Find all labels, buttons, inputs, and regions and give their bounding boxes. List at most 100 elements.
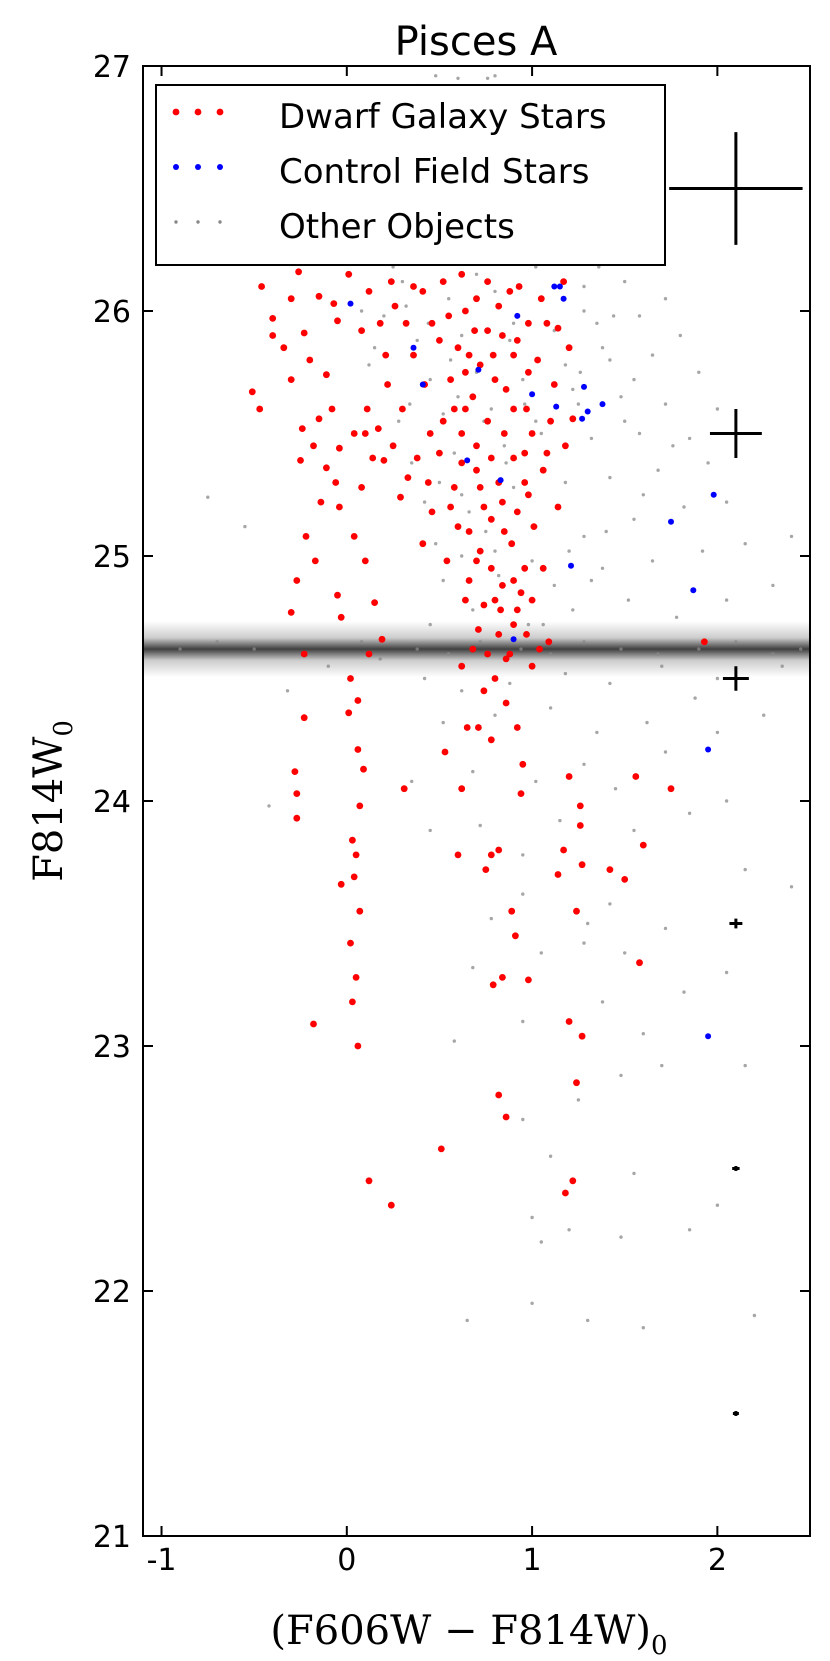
other-object-point: [502, 444, 506, 448]
dwarf-star-point: [424, 479, 432, 486]
other-object-point: [743, 867, 747, 872]
dwarf-star-point: [363, 405, 371, 413]
other-object-point: [608, 681, 612, 686]
dwarf-star-point: [554, 503, 562, 511]
dwarf-star-point: [269, 332, 277, 339]
dwarf-star-point: [495, 846, 503, 854]
dwarf-star-point: [454, 523, 462, 530]
other-object-point: [619, 1235, 623, 1239]
control-star-point: [497, 477, 504, 484]
dwarf-star-point: [521, 564, 529, 572]
x-axis-label-subscript: 0: [651, 1631, 668, 1661]
dwarf-star-point: [569, 415, 577, 423]
other-object-point: [780, 664, 784, 668]
dwarf-star-point: [352, 974, 360, 981]
other-object-point: [678, 333, 682, 338]
other-object-point: [397, 419, 401, 423]
dwarf-star-point: [473, 466, 480, 474]
other-object-point: [552, 583, 556, 588]
other-object-point: [700, 549, 705, 553]
dwarf-star-point: [484, 327, 491, 334]
plot-area: [142, 65, 811, 1537]
dwarf-star-point: [426, 430, 434, 437]
other-object-point: [478, 640, 482, 644]
dwarf-star-point: [441, 748, 449, 756]
other-object-point: [441, 412, 445, 416]
other-object-point: [586, 1318, 590, 1323]
control-star-point: [553, 403, 560, 410]
dwarf-star-point: [365, 288, 373, 295]
dwarf-star-point: [462, 596, 469, 604]
dwarf-star-point: [636, 959, 643, 967]
control-star-point: [568, 562, 574, 569]
other-object-point: [511, 485, 516, 490]
other-object-point: [637, 314, 642, 318]
dwarf-star-point: [311, 557, 319, 565]
other-object-point: [595, 730, 599, 735]
other-object-point: [447, 297, 451, 301]
other-object-point: [178, 647, 182, 651]
other-object-point: [326, 664, 330, 668]
other-object-point: [582, 309, 586, 313]
y-tick-label: 25: [93, 540, 131, 575]
other-object-point: [434, 542, 438, 546]
dwarf-star-point: [465, 351, 473, 359]
dwarf-star-point: [621, 876, 629, 883]
dwarf-star-point: [350, 533, 358, 540]
other-object-point: [762, 713, 766, 717]
other-object-point: [623, 419, 627, 423]
other-object-point: [632, 377, 636, 382]
dwarf-star-point: [315, 415, 323, 423]
other-object-point: [400, 279, 405, 284]
other-object-point: [530, 1215, 534, 1220]
other-object-point: [734, 640, 738, 644]
dwarf-star-point: [536, 645, 543, 653]
y-tick-label: 21: [93, 1520, 131, 1555]
dwarf-star-point: [510, 351, 517, 359]
dwarf-star-point: [287, 295, 295, 303]
other-object-point: [789, 534, 794, 539]
other-object-point: [724, 970, 729, 975]
other-object-point: [724, 598, 729, 602]
dwarf-star-point: [358, 484, 365, 491]
dwarf-star-point: [480, 601, 488, 609]
dwarf-star-point: [543, 449, 551, 457]
dwarf-star-point: [569, 1177, 577, 1185]
dwarf-star-point: [484, 278, 491, 285]
dwarf-star-point: [491, 376, 499, 383]
dwarf-star-point: [473, 442, 480, 450]
other-object-point: [428, 622, 432, 627]
dwarf-star-point: [565, 1018, 573, 1025]
other-object-point: [471, 769, 475, 774]
dwarf-star-point: [473, 295, 480, 303]
dwarf-star-point: [280, 344, 288, 352]
dwarf-star-point: [345, 709, 353, 717]
dwarf-star-point: [482, 866, 490, 873]
dwarf-star-point: [500, 528, 508, 535]
dwarf-star-point: [525, 491, 532, 499]
dwarf-star-point: [447, 376, 454, 383]
other-object-point: [715, 1203, 720, 1207]
control-star-point: [551, 283, 558, 290]
legend-marker-other: [174, 220, 178, 224]
dwarf-star-point: [387, 278, 395, 285]
other-object-point: [428, 377, 432, 382]
dwarf-star-point: [269, 315, 277, 322]
other-object-point: [460, 493, 464, 497]
other-object-point: [285, 689, 290, 693]
dwarf-star-point: [487, 454, 495, 462]
x-tick-label: 0: [337, 1543, 356, 1578]
other-object-point: [663, 750, 668, 754]
other-object-point: [539, 951, 543, 955]
other-object-point: [434, 74, 438, 78]
dwarf-star-point: [410, 283, 417, 290]
other-object-point: [456, 395, 460, 399]
dwarf-star-point: [506, 650, 514, 658]
other-object-point: [660, 664, 664, 668]
other-object-point: [706, 461, 710, 465]
other-object-point: [604, 529, 608, 534]
other-object-point: [576, 402, 581, 406]
dwarf-star-point: [248, 388, 256, 396]
dwarf-star-point: [295, 268, 302, 276]
other-object-point: [619, 395, 623, 399]
